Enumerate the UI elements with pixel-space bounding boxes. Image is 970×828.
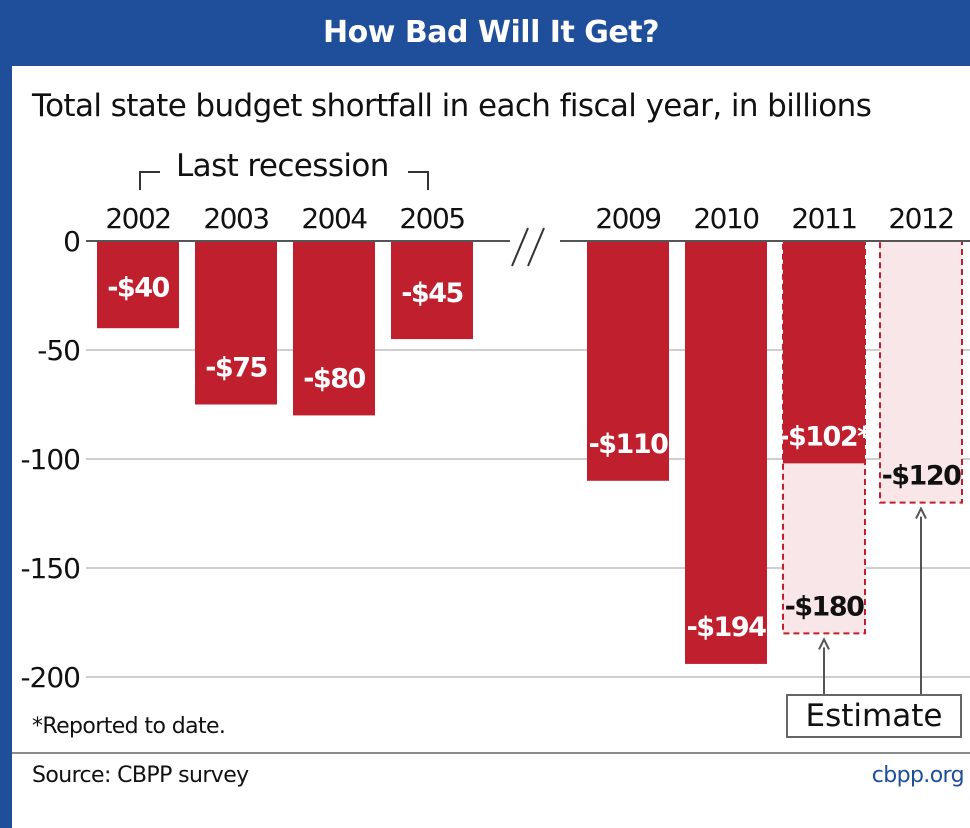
x-tick-label: 2002	[105, 202, 170, 235]
bar	[195, 241, 277, 405]
x-tick-label: 2009	[595, 202, 660, 235]
y-tick-label: -150	[20, 552, 80, 585]
x-tick-label: 2004	[301, 202, 367, 235]
chart-title: How Bad Will It Get?	[12, 0, 970, 66]
recession-label: Last recession	[176, 148, 389, 184]
estimate-arrow-head	[915, 506, 927, 520]
y-tick-label: -200	[20, 661, 80, 694]
x-tick-label: 2012	[888, 202, 953, 235]
source-note: Source: CBPP survey	[32, 763, 249, 788]
bar	[587, 241, 669, 481]
recession-bracket-left	[139, 171, 160, 190]
bar-value-label: -$194	[687, 612, 767, 643]
axis-break-mark	[511, 227, 529, 267]
y-tick-label: -50	[37, 334, 80, 367]
bar-value-label: -$102*	[778, 421, 871, 452]
estimate-arrow-head	[818, 637, 830, 650]
bar-value-label: -$110	[589, 429, 669, 460]
bar	[97, 241, 179, 329]
bar-value-label: -$80	[303, 363, 365, 394]
bar-value-label: -$40	[107, 273, 169, 304]
estimate-value-label: -$180	[785, 591, 865, 622]
chart-subtitle: Total state budget shortfall in each fis…	[32, 88, 872, 124]
footnote: *Reported to date.	[32, 714, 226, 739]
estimate-value-label: -$120	[882, 461, 962, 492]
x-tick-label: 2003	[203, 202, 268, 235]
estimate-label: Estimate	[786, 694, 962, 738]
bar	[293, 241, 375, 416]
y-tick-label: 0	[63, 225, 80, 258]
bar	[685, 241, 767, 664]
site-link[interactable]: cbpp.org	[871, 763, 965, 788]
x-tick-label: 2010	[693, 202, 758, 235]
x-tick-label: 2005	[399, 202, 464, 235]
bar-value-label: -$75	[205, 353, 267, 384]
x-tick-label: 2011	[791, 202, 856, 235]
bar-value-label: -$45	[401, 278, 463, 309]
y-tick-label: -100	[20, 443, 80, 476]
axis-break-mark	[527, 227, 545, 267]
recession-bracket-right	[408, 171, 429, 190]
footer-divider	[12, 752, 970, 754]
bar	[783, 241, 865, 464]
bar	[391, 241, 473, 340]
